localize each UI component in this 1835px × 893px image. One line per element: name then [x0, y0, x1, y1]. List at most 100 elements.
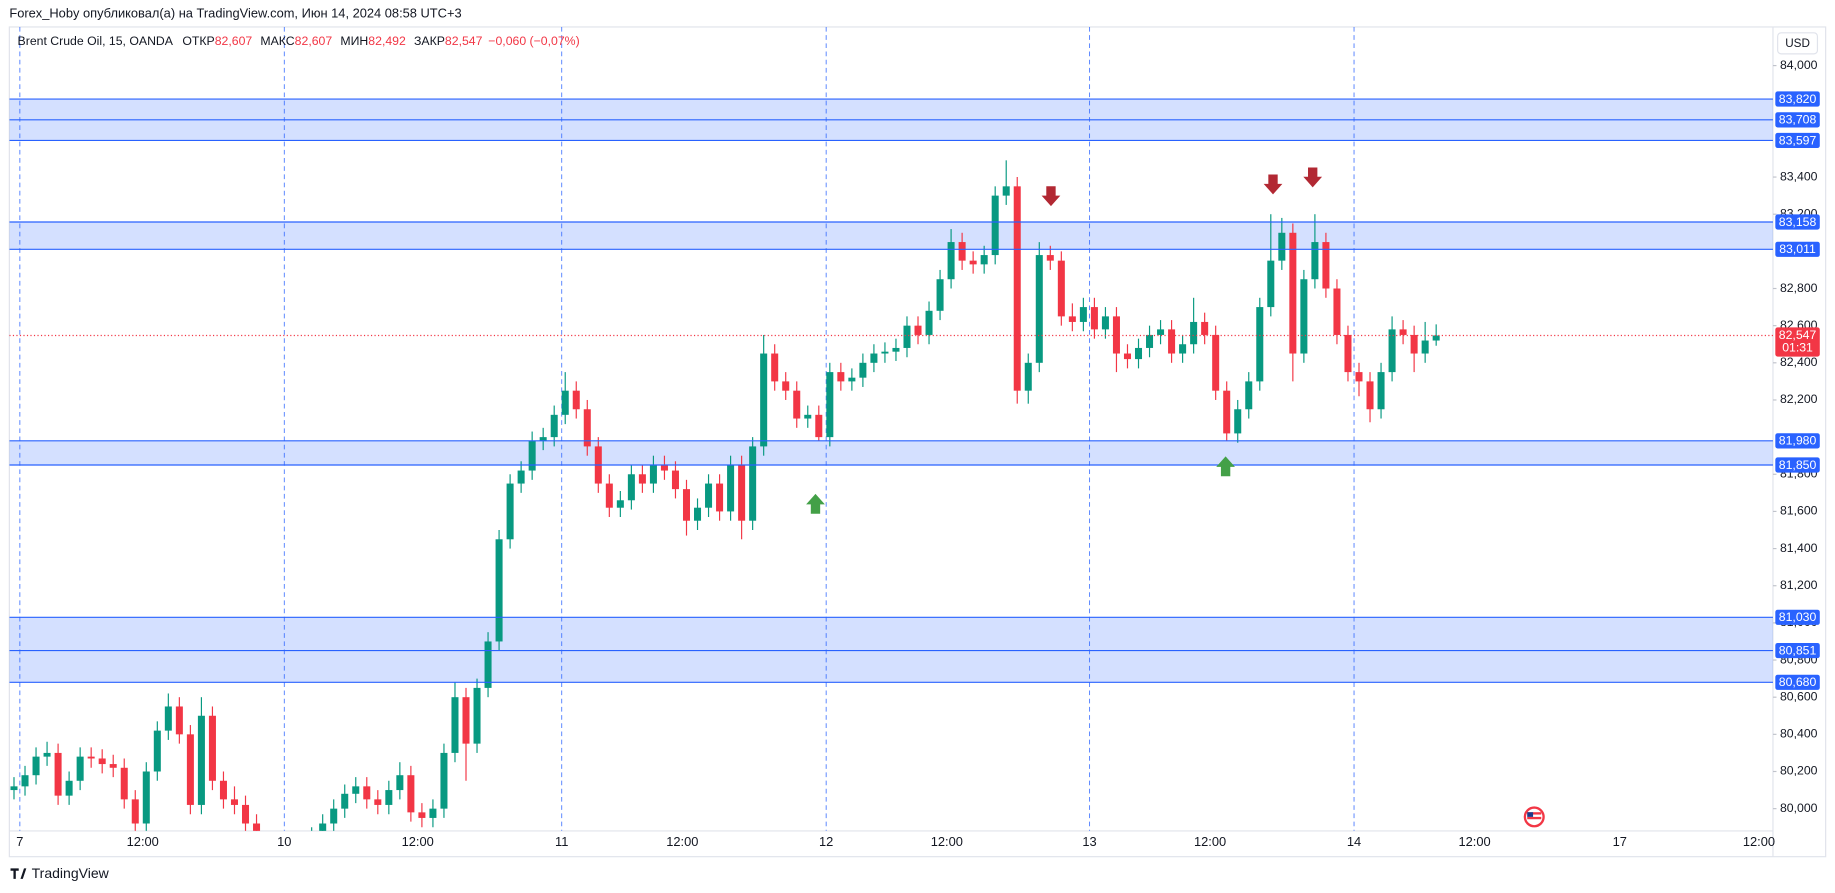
candle-body	[330, 808, 338, 824]
candle-body	[1245, 381, 1253, 410]
candle-body	[473, 687, 481, 744]
candle-body	[1123, 353, 1131, 360]
y-tick-label: 80,400	[1780, 727, 1818, 741]
level-label-box	[1775, 433, 1820, 449]
candle-body	[528, 440, 536, 471]
level-label-box	[1775, 214, 1820, 230]
legend: Brent Crude Oil, 15, OANDA ОТКР82,607 МАКС…	[18, 34, 580, 48]
x-tick-label: 12:00	[127, 834, 159, 849]
x-tick-label: 14	[1347, 834, 1361, 849]
level-label-box	[1775, 609, 1820, 625]
candle-body	[1388, 329, 1396, 373]
candle-body	[1057, 260, 1065, 317]
candle-body	[1234, 409, 1242, 434]
candle-body	[54, 752, 62, 796]
field-value: 82,492	[368, 34, 406, 48]
candle-body	[947, 242, 955, 280]
candle-body	[341, 793, 349, 809]
candle-body	[660, 464, 668, 471]
logo	[10, 868, 27, 879]
candle-body	[109, 764, 117, 768]
candle-body	[241, 804, 250, 824]
y-tick-label: 82,800	[1780, 281, 1818, 295]
level-label-box	[1775, 457, 1820, 473]
x-tick-label: 12	[819, 834, 833, 849]
candle-body	[925, 310, 933, 335]
candle-body	[407, 775, 415, 813]
field-value: 82,607	[295, 34, 333, 48]
candle-body	[1377, 372, 1385, 410]
candle-body	[782, 381, 790, 391]
candle-body	[705, 483, 713, 508]
candle-body	[1201, 321, 1209, 335]
candle-body	[749, 446, 757, 521]
candle-body	[1399, 329, 1407, 335]
candle-body	[462, 697, 470, 744]
x-tick-label: 12:00	[666, 834, 698, 849]
candle-body	[881, 351, 889, 354]
zone	[9, 617, 1773, 683]
candle-body	[815, 414, 823, 438]
candle-body	[352, 786, 360, 794]
brand: TradingView	[32, 865, 110, 881]
candle-body	[1035, 255, 1043, 363]
candle-body	[572, 390, 580, 410]
level-label: 83,820	[1779, 92, 1817, 106]
candle-body	[1190, 321, 1198, 345]
countdown: 01:31	[1782, 341, 1813, 355]
candle-body	[374, 799, 382, 805]
zone	[9, 440, 1773, 465]
candle-body	[550, 414, 558, 438]
candle-body	[153, 730, 161, 772]
zone	[9, 222, 1773, 250]
candle-body	[32, 756, 40, 776]
flag-icon	[1523, 806, 1545, 828]
candle-body	[208, 715, 216, 781]
candle-body	[1256, 307, 1264, 382]
candle-body	[793, 390, 801, 419]
x-tick-label: 12:00	[402, 834, 434, 849]
candle-body	[484, 641, 492, 688]
candle-body	[771, 353, 779, 382]
last-price-label: 82,547	[1779, 328, 1817, 342]
candle-body	[1157, 329, 1165, 335]
candle-body	[837, 372, 845, 382]
candle-body	[1002, 186, 1010, 196]
y-tick-label: 82,400	[1780, 355, 1818, 369]
candle-body	[1300, 279, 1308, 354]
level-label: 81,850	[1779, 458, 1817, 472]
arrow-marker	[1263, 174, 1283, 195]
level-label: 83,011	[1779, 242, 1816, 256]
candle-body	[131, 799, 139, 824]
currency-box	[1777, 32, 1819, 55]
y-tick-label: 82,200	[1780, 392, 1818, 406]
x-tick-label: 12:00	[931, 834, 963, 849]
level-label-box	[1775, 112, 1820, 128]
candle-body	[1289, 232, 1297, 354]
candle-body	[319, 823, 327, 831]
level-label: 80,680	[1779, 675, 1817, 689]
y-tick-label: 81,400	[1780, 541, 1818, 555]
candle-body	[76, 756, 84, 781]
candle-body	[716, 483, 724, 512]
candle-body	[914, 325, 922, 335]
legend-text: Brent Crude Oil, 15, OANDA ОТКР82,607 МАКС…	[18, 34, 580, 48]
candle-body	[727, 464, 735, 512]
candle-body	[164, 706, 172, 731]
level-label-box	[1775, 241, 1820, 257]
level-label: 80,851	[1779, 643, 1817, 657]
change: −0,060 (−0,07%)	[488, 34, 579, 48]
y-tick-label: 80,600	[1780, 689, 1818, 703]
candle-body	[1112, 316, 1120, 354]
candle-body	[859, 362, 867, 378]
level-label-box	[1775, 642, 1820, 659]
candle-body	[804, 414, 812, 419]
candle-body	[936, 279, 944, 311]
candle-body	[1322, 242, 1330, 289]
credit: Forex_Hoby опубликовал(а) на TradingView…	[9, 5, 461, 20]
arrow-marker	[1216, 456, 1235, 477]
candle-body	[1079, 307, 1087, 322]
candle-body	[870, 353, 878, 363]
